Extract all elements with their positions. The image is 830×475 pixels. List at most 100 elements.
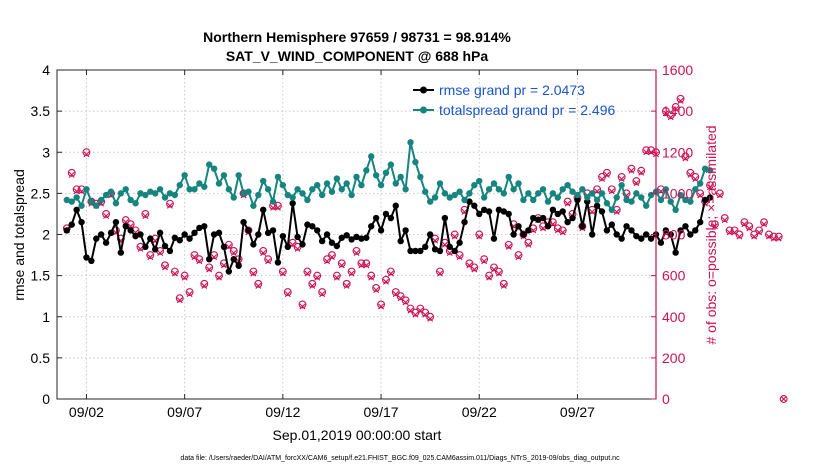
obs-assimilated-marker (294, 245, 301, 252)
obs-assimilated-marker (348, 270, 355, 277)
obs-possible-marker (347, 267, 356, 276)
obs-possible-marker (102, 209, 111, 218)
spread-point (485, 186, 493, 193)
rmse-point (93, 235, 100, 242)
rmse-point (485, 208, 493, 215)
rmse-point (466, 198, 473, 205)
obs-possible-marker (607, 185, 616, 194)
spread-point (530, 196, 537, 204)
obs-possible-marker (298, 300, 307, 309)
legend-spread-marker (420, 106, 427, 114)
rmse-point (407, 247, 414, 255)
obs-assimilated-marker (83, 151, 90, 158)
rmse-point (672, 249, 679, 256)
rmse-point (431, 246, 439, 253)
obs-possible-marker (165, 199, 174, 208)
rmse-point (402, 227, 409, 234)
obs-assimilated-marker (628, 167, 635, 174)
obs-possible-marker (254, 279, 263, 288)
rmse-point (687, 231, 694, 238)
rmse-point (642, 231, 650, 238)
obs-possible-marker (278, 267, 287, 276)
spread-point (215, 180, 223, 187)
obs-assimilated-marker (73, 188, 80, 195)
obs-assimilated-marker (166, 202, 173, 209)
obs-assimilated-marker (682, 155, 689, 162)
spread-point (260, 177, 267, 185)
obs-assimilated-marker (255, 282, 262, 289)
x-tick-label: 09/02 (69, 404, 104, 420)
obs-possible-marker (170, 267, 179, 276)
rmse-point (201, 223, 208, 230)
rmse-point (240, 218, 247, 226)
obs-possible-marker (288, 238, 297, 247)
obs-assimilated-marker (731, 229, 738, 236)
chart-title-line1: Northern Hemisphere 97659 / 98731 = 98.9… (203, 29, 511, 45)
spread-point (328, 188, 336, 195)
rmse-point (377, 227, 385, 234)
obs-possible-marker (450, 230, 459, 239)
spread-point (314, 181, 321, 189)
rmse-point (323, 231, 331, 238)
spread-point (476, 177, 483, 185)
rmse-point (132, 232, 139, 240)
obs-possible-marker (760, 218, 768, 227)
rmse-point (368, 223, 375, 230)
rmse-point (210, 231, 218, 238)
obs-assimilated-marker (220, 262, 227, 269)
rmse-point (314, 227, 321, 234)
spread-point (441, 190, 449, 197)
obs-assimilated-marker (775, 235, 782, 242)
obs-assimilated-marker (378, 303, 385, 310)
rmse-point (127, 227, 134, 234)
spread-point (78, 202, 85, 209)
obs-possible-marker (303, 267, 312, 276)
rmse-point (593, 202, 601, 209)
spread-point (387, 161, 395, 168)
spread-point (701, 165, 709, 172)
obs-possible-marker (313, 271, 322, 280)
spread-point (284, 191, 291, 199)
spread-point (569, 188, 576, 195)
obs-possible-marker (519, 230, 528, 239)
rmse-point (426, 231, 434, 238)
spread-point (210, 165, 218, 172)
rmse-point (343, 232, 350, 239)
spread-point (500, 190, 507, 197)
spread-point (191, 186, 198, 193)
obs-assimilated-marker (476, 233, 483, 240)
obs-assimilated-marker (638, 169, 645, 176)
spread-point (88, 198, 95, 205)
rmse-point (623, 223, 630, 230)
spread-point (588, 190, 596, 197)
obs-assimilated-marker (299, 303, 306, 310)
spread-point (107, 188, 115, 195)
rmse-point (603, 227, 611, 234)
obs-possible-marker (259, 247, 268, 255)
spread-point (269, 198, 277, 205)
spread-point (196, 180, 203, 187)
obs-possible-marker (141, 209, 150, 218)
rmse-point (382, 210, 390, 218)
spread-point (93, 202, 100, 209)
obs-assimilated-marker (157, 250, 164, 256)
spread-point (318, 191, 326, 199)
x-tick-label: 09/07 (167, 404, 202, 420)
spread-point (382, 169, 390, 177)
rmse-point (151, 246, 159, 253)
spread-point (137, 190, 144, 197)
obs-possible-marker (686, 168, 695, 177)
obs-possible-marker (185, 288, 194, 297)
rmse-point (250, 241, 257, 248)
obs-assimilated-marker (270, 204, 277, 211)
spread-point (83, 186, 90, 193)
rmse-point (505, 210, 512, 218)
rmse-point (544, 223, 552, 230)
obs-assimilated-marker (363, 262, 370, 269)
spread-point (687, 198, 694, 205)
legend-spread-label: totalspread grand pr = 2.496 (439, 102, 616, 118)
rmse-point (598, 208, 606, 215)
rmse-point (107, 229, 115, 237)
spread-point (274, 173, 282, 181)
rmse-point (441, 214, 449, 222)
